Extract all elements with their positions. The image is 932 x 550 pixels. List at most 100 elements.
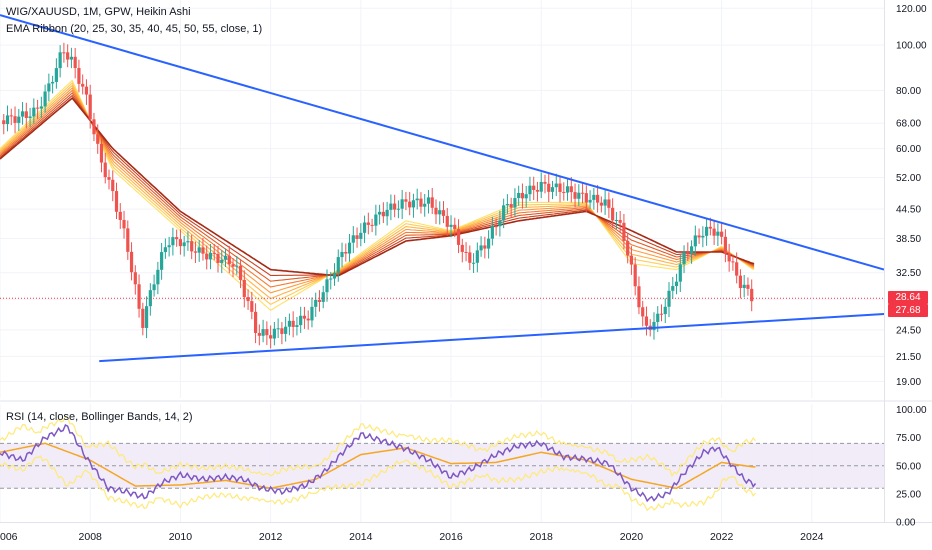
- candle-body: [133, 272, 137, 285]
- candle-body: [588, 199, 592, 203]
- candle-body: [257, 332, 261, 336]
- price-tick-label: 44.50: [896, 205, 921, 216]
- rsi-legend[interactable]: RSI (14, close, Bollinger Bands, 14, 2): [6, 411, 193, 423]
- candle-body: [20, 111, 25, 117]
- ema-ribbon-legend[interactable]: EMA Ribbon (20, 25, 30, 35, 40, 45, 50, …: [6, 23, 263, 35]
- candle-body: [152, 284, 156, 291]
- candle-body: [88, 94, 92, 120]
- candle-body: [385, 209, 389, 217]
- candle-body: [62, 52, 66, 54]
- second-price-tag: 27.68: [888, 304, 928, 318]
- candle-body: [306, 318, 310, 321]
- candle-body: [359, 232, 363, 239]
- candle-body: [614, 219, 618, 221]
- price-tick-label: 38.50: [896, 234, 921, 245]
- candle-body: [498, 220, 502, 227]
- candle-body: [502, 205, 506, 221]
- rsi-bollinger-upper: [0, 415, 756, 478]
- candle-body: [9, 115, 13, 117]
- rsi-bollinger-lower: [0, 455, 756, 512]
- candle-body: [96, 134, 100, 144]
- candle-body: [468, 252, 472, 263]
- candle-body: [637, 286, 641, 308]
- candle-body: [396, 208, 401, 210]
- candle-body: [509, 204, 513, 208]
- candle-body: [618, 219, 622, 223]
- candle-body: [487, 238, 491, 249]
- time-tick-label: 2014: [349, 531, 373, 543]
- candle-body: [731, 261, 735, 263]
- candle-body: [686, 252, 690, 254]
- candle-body: [126, 228, 130, 252]
- candle-body: [242, 279, 246, 298]
- symbol-legend[interactable]: WIG/XAUUSD, 1M, GPW, Heikin Ashi: [6, 6, 191, 18]
- price-tick-label: 68.00: [896, 119, 921, 130]
- candle-body: [449, 224, 453, 227]
- candle-body: [197, 247, 201, 253]
- candle-body: [332, 272, 337, 279]
- price-tick-label: 24.50: [896, 325, 921, 336]
- candle-body: [129, 251, 134, 273]
- candle-body: [750, 288, 754, 302]
- candle-body: [280, 328, 284, 334]
- ema-ribbon-line: [0, 79, 755, 311]
- rsi-tick-label: 0.00: [896, 518, 916, 529]
- rsi-tick-label: 25.00: [896, 489, 921, 500]
- rsi-line: [0, 423, 757, 503]
- rsi-pane[interactable]: [0, 415, 884, 512]
- candle-body: [73, 56, 77, 69]
- candle-body: [265, 329, 269, 336]
- candle-body: [483, 245, 487, 249]
- candle-body: [611, 207, 615, 221]
- candle-body: [92, 119, 96, 135]
- candle-body: [287, 320, 292, 327]
- candle-body: [272, 328, 276, 339]
- candle-body: [58, 52, 62, 69]
- candle-body: [81, 83, 85, 87]
- candle-body: [441, 210, 446, 216]
- candle-body: [269, 335, 273, 339]
- candle-body: [5, 115, 10, 125]
- time-tick-label: 2024: [800, 531, 824, 543]
- candle-body: [118, 211, 122, 220]
- candle-body: [186, 241, 190, 243]
- candle-body: [366, 222, 370, 225]
- candle-body: [276, 328, 280, 330]
- candle-body: [24, 111, 28, 118]
- candle-body: [607, 199, 611, 208]
- candle-body: [156, 269, 160, 285]
- candle-body: [513, 198, 517, 208]
- time-tick-label: 2016: [439, 531, 463, 543]
- candle-body: [107, 177, 111, 180]
- price-tick-label: 21.50: [896, 352, 921, 363]
- candle-body: [182, 242, 186, 247]
- candle-body: [47, 83, 51, 92]
- candle-body: [411, 200, 416, 208]
- candle-body: [160, 252, 164, 270]
- trendlines[interactable]: [0, 14, 885, 363]
- candle-body: [626, 240, 630, 256]
- candle-body: [17, 116, 21, 123]
- candle-body: [693, 235, 697, 247]
- candle-body: [558, 183, 562, 192]
- candle-body: [445, 215, 449, 227]
- candle-body: [569, 186, 573, 193]
- price-tick-label: 52.00: [896, 173, 921, 184]
- candle-body: [340, 251, 344, 258]
- candle-body: [520, 192, 525, 199]
- candle-body: [227, 255, 231, 265]
- candle-body: [235, 265, 239, 267]
- candle-body: [656, 313, 660, 322]
- candle-body: [43, 91, 47, 107]
- trendline[interactable]: [0, 14, 885, 271]
- candle-body: [111, 179, 115, 192]
- candle-body: [573, 192, 577, 199]
- candle-body: [682, 252, 686, 265]
- candle-body: [641, 307, 645, 317]
- candle-body: [261, 329, 265, 336]
- trendline[interactable]: [99, 313, 885, 363]
- candle-body: [697, 235, 701, 238]
- last-price-tag: 28.64: [888, 291, 928, 305]
